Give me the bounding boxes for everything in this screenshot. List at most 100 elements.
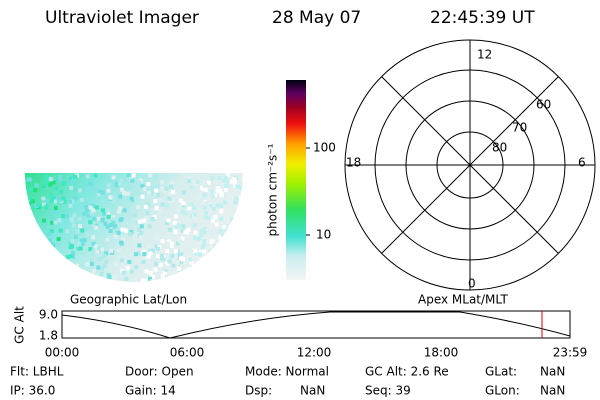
image-pixel [178, 198, 183, 203]
image-pixel [33, 267, 38, 272]
image-pixel [239, 223, 243, 228]
image-pixel [104, 251, 109, 256]
image-pixel [154, 233, 159, 237]
image-pixel [144, 269, 149, 274]
image-pixel [202, 239, 206, 244]
image-pixel [111, 175, 116, 180]
image-pixel [140, 278, 145, 282]
image-pixel [151, 281, 156, 282]
image-pixel [86, 213, 91, 218]
image-pixel [194, 251, 199, 256]
image-pixel [154, 236, 159, 241]
image-pixel [150, 279, 155, 282]
image-pixel [206, 271, 211, 276]
image-pixel [103, 221, 108, 226]
image-pixel [120, 227, 125, 232]
image-pixel [77, 241, 82, 246]
image-pixel [25, 228, 30, 233]
image-pixel [97, 245, 101, 250]
image-pixel [201, 274, 206, 278]
image-pixel [127, 200, 132, 205]
image-pixel [146, 190, 151, 195]
image-pixel [186, 175, 191, 180]
image-pixel [149, 191, 154, 196]
image-pixel [210, 218, 215, 223]
image-pixel [26, 197, 31, 202]
image-pixel [125, 266, 130, 271]
image-pixel [189, 265, 194, 269]
image-pixel [193, 230, 198, 235]
image-pixel [29, 269, 34, 274]
image-pixel [82, 211, 87, 216]
image-pixel [222, 249, 227, 254]
image-pixel [99, 280, 104, 282]
image-pixel [68, 203, 73, 208]
image-pixel [202, 225, 207, 230]
image-pixel [164, 267, 169, 272]
image-pixel [49, 275, 53, 280]
image-pixel [163, 252, 168, 257]
image-pixel [239, 263, 243, 268]
image-pixel [147, 244, 151, 248]
image-pixel [235, 215, 240, 220]
image-pixel [226, 260, 231, 265]
image-pixel [68, 200, 73, 205]
image-pixel [165, 249, 169, 253]
image-pixel [102, 263, 107, 268]
mlt-label: 18 [346, 156, 361, 170]
image-pixel [79, 269, 84, 273]
image-pixel [177, 252, 182, 257]
image-pixel [139, 224, 144, 229]
image-pixel [32, 234, 37, 239]
image-pixel [72, 187, 77, 192]
image-pixel [28, 284, 32, 288]
image-pixel [167, 176, 172, 181]
mlat-label: 70 [512, 121, 527, 135]
image-pixel [195, 180, 200, 184]
image-pixel [234, 252, 239, 257]
image-pixel [75, 263, 80, 268]
image-pixel [80, 241, 85, 246]
image-pixel [223, 268, 228, 273]
status-field: GC Alt: 2.6 Re [365, 365, 449, 379]
image-pixel [118, 206, 123, 210]
image-pixel [206, 216, 211, 221]
image-pixel [158, 263, 163, 268]
image-pixel [214, 249, 218, 254]
plot-title: Apex MLat/MLT [418, 293, 508, 307]
image-pixel [141, 249, 146, 254]
image-pixel [225, 173, 230, 178]
image-pixel [200, 245, 205, 250]
image-pixel [58, 276, 63, 281]
image-pixel [218, 235, 223, 240]
image-pixel [174, 214, 178, 219]
image-pixel [84, 205, 88, 209]
image-pixel [85, 174, 90, 179]
image-pixel [162, 264, 167, 268]
image-pixel [34, 264, 39, 269]
image-pixel [232, 181, 237, 186]
status-field: IP: 36.0 [10, 384, 55, 398]
image-pixel [88, 205, 93, 210]
image-pixel [137, 284, 141, 288]
image-pixel [219, 248, 223, 252]
image-pixel [142, 252, 147, 256]
image-pixel [180, 209, 185, 214]
image-pixel [57, 218, 62, 223]
image-pixel [231, 279, 236, 282]
image-pixel [180, 236, 185, 241]
image-pixel [219, 258, 223, 263]
image-pixel [46, 278, 51, 282]
image-pixel [61, 196, 66, 201]
image-pixel [147, 224, 152, 229]
image-pixel [70, 239, 75, 244]
image-pixel [89, 258, 94, 263]
image-pixel [36, 259, 41, 264]
image-pixel [186, 245, 191, 249]
image-pixel [72, 278, 77, 282]
image-pixel [133, 252, 138, 257]
image-pixel [100, 218, 105, 223]
image-pixel [99, 271, 104, 276]
image-pixel [80, 271, 85, 276]
image-pixel [181, 201, 186, 206]
